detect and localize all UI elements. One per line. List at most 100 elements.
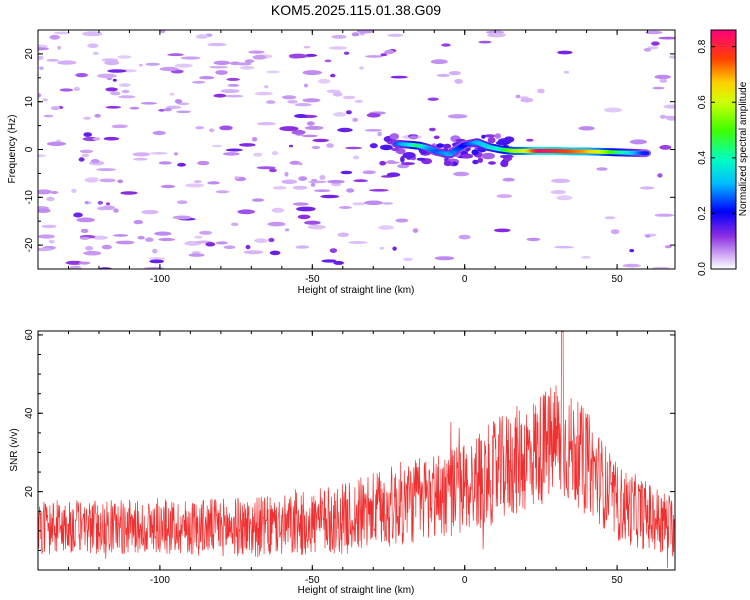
spectrogram-cell <box>657 173 663 178</box>
spectrogram-cell <box>557 50 573 55</box>
spectrogram-cell <box>287 100 298 104</box>
spectrogram-cell <box>73 86 81 92</box>
spectrogram-cell <box>38 47 49 51</box>
spectrogram-cell <box>211 144 223 148</box>
spectrogram-cell <box>369 143 378 149</box>
spectrogram-cell <box>391 147 400 152</box>
spectrogram-cell <box>481 134 486 139</box>
spectrogram-cell <box>219 125 233 131</box>
spectrogram-cell <box>81 153 90 158</box>
spectrogram-cell <box>380 144 393 151</box>
spectrogram-cell <box>478 40 492 44</box>
spectrogram-cell <box>150 152 168 155</box>
x-tick-label: 0 <box>462 575 468 586</box>
spectrogram-cell <box>223 152 240 156</box>
spectrogram-cell <box>296 206 316 212</box>
spectrogram-cell <box>83 250 102 256</box>
spectrogram-cell <box>302 98 321 103</box>
spectrogram-cell <box>297 214 311 220</box>
spectrogram-cell <box>288 144 294 148</box>
spectrogram-cell <box>502 177 515 182</box>
spectrogram-cell <box>234 176 240 179</box>
spectrogram-cell <box>496 194 513 199</box>
spectrogram-cell <box>401 162 415 166</box>
spectrogram-cell <box>38 247 53 252</box>
spectrogram-cell <box>269 250 281 256</box>
spectrogram-cell <box>333 260 345 265</box>
spectrogram-cell <box>82 31 103 37</box>
spectrogram-cell <box>303 45 311 49</box>
spectrogram-cell <box>92 137 101 141</box>
spectrogram-cell <box>172 215 192 220</box>
spectrogram-cell <box>65 260 84 265</box>
spectrogram-cell <box>85 246 94 251</box>
spectrogram-cell <box>525 138 534 142</box>
spectrogram-cell <box>78 261 91 265</box>
spectrogram-cell <box>663 104 675 109</box>
spectrogram-cell <box>53 31 71 35</box>
spectrogram-cell <box>515 94 521 99</box>
spectrogram-cell <box>226 77 240 81</box>
y-tick-label: -10 <box>24 190 35 205</box>
spectrogram-cell <box>49 34 61 40</box>
spectrogram-cell <box>73 212 83 218</box>
spectrogram-cell <box>645 234 651 238</box>
spectrogram-cell <box>264 85 269 89</box>
spectrogram-cell <box>436 143 444 148</box>
spectrogram-cell <box>563 70 570 74</box>
spectrogram-cell <box>39 66 44 70</box>
spectrogram-cell <box>215 241 228 245</box>
spectrogram-cell <box>220 89 240 94</box>
spectrogram-cell <box>365 55 384 58</box>
spectrogram-cell <box>301 134 318 138</box>
colorbar-tick-label: 0.2 <box>697 206 708 220</box>
spectrogram-cell <box>188 253 205 257</box>
spectrogram-cell <box>377 131 382 137</box>
spectrogram-cell <box>97 200 104 205</box>
spectrogram-cell <box>118 95 136 99</box>
spectrogram-cell <box>448 71 461 76</box>
spectrogram-cell <box>71 188 77 193</box>
spectrogram-cell <box>41 224 57 229</box>
spectrogram-cell <box>640 151 650 156</box>
spectrogram-cell <box>292 185 308 190</box>
spectrogram-cell <box>337 127 353 133</box>
spectrogram-cell <box>79 149 94 154</box>
spectrogram-cell <box>659 78 668 83</box>
spectrogram-cell <box>176 110 192 114</box>
spectrogram-cell <box>326 143 334 148</box>
spectrogram-cell <box>441 43 451 47</box>
spectrogram-cell <box>379 246 385 250</box>
spectrogram-cell <box>148 257 166 260</box>
colorbar-tick-label: 0.4 <box>697 150 708 164</box>
spectrogram-cell <box>87 43 99 48</box>
spectrogram-cell <box>103 136 120 141</box>
spectrogram-cell <box>281 95 297 100</box>
spectrogram-cell <box>268 237 275 243</box>
spectrogram-cell <box>298 176 308 182</box>
spectrogram-cell <box>328 46 348 50</box>
spectrogram-cell <box>121 89 130 94</box>
spectrogram-cell <box>158 161 172 165</box>
spectrogram-cell <box>428 127 436 132</box>
spectrogram-cell <box>152 248 158 254</box>
spectrogram-cell <box>622 263 641 268</box>
spectrogram-cell <box>306 121 315 126</box>
spectrogram-cell <box>251 137 258 142</box>
spectrogram-cell <box>145 237 154 242</box>
spectrogram-cell <box>137 235 145 240</box>
spectrogram-cell <box>339 206 352 209</box>
spectrogram-cell <box>243 250 264 255</box>
spectrogram-cell <box>76 217 95 223</box>
spectrogram-cell <box>90 159 100 164</box>
spectrogram-cell <box>225 94 244 98</box>
spectrogram-cell <box>99 178 116 183</box>
y-tick-label: -20 <box>24 237 35 252</box>
spectrogram-cell <box>645 30 663 35</box>
spectrogram-cell <box>337 232 350 238</box>
spectrogram-cell <box>101 244 112 250</box>
spectrogram-cell <box>57 60 77 65</box>
spectrogram-cell <box>50 191 59 194</box>
spectrogram-cell <box>245 244 251 250</box>
